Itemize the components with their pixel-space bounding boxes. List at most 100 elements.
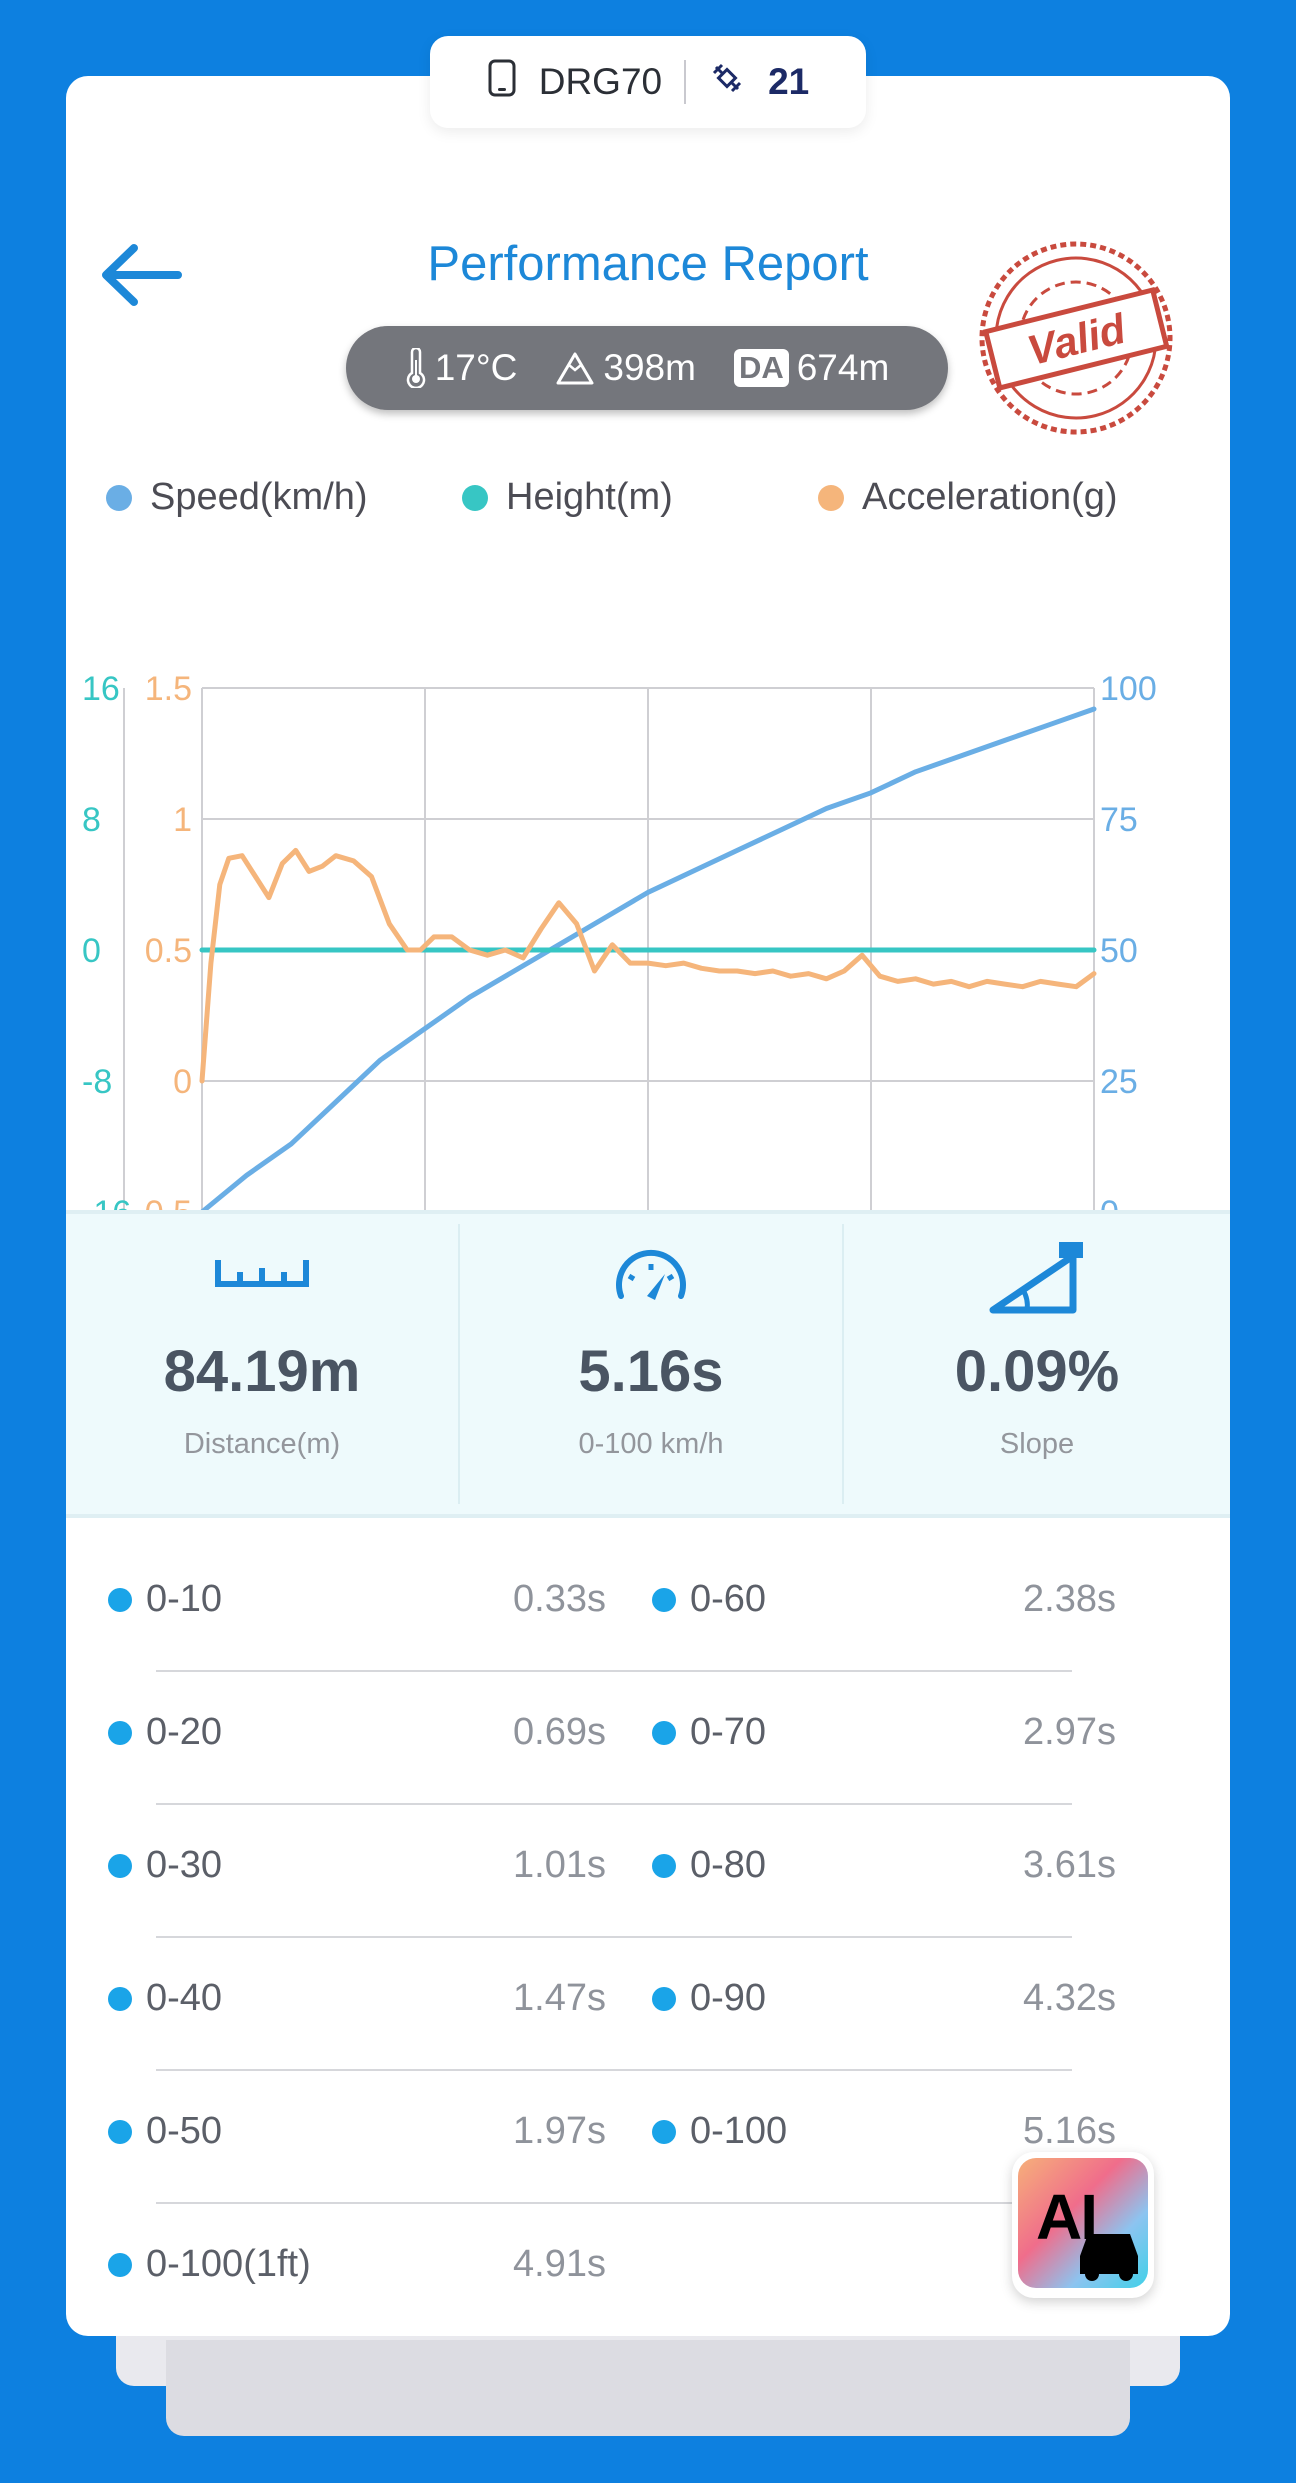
split-label: 0-60 <box>652 1578 766 1621</box>
satellite-icon <box>708 59 746 106</box>
bullet-dot <box>108 1720 132 1745</box>
legend-label: Acceleration(g) <box>862 476 1118 518</box>
split-time: 4.32s <box>1023 1977 1116 2019</box>
summary-stats: 84.19m Distance(m) 5.16s 0-100 km/h 0.09… <box>66 1210 1230 1518</box>
split-range: 0-20 <box>146 1711 223 1753</box>
height-tick-label: 0 <box>82 932 101 970</box>
altitude-item: 398m <box>555 347 696 389</box>
page-title: Performance Report <box>427 237 869 291</box>
split-row: 0-10 0.33s 0-60 2.38s <box>66 1546 1230 1678</box>
series-line-speed <box>199 706 1097 1215</box>
divider <box>458 1224 460 1504</box>
legend-dot <box>818 484 844 511</box>
split-time: 1.47s <box>513 1977 606 2019</box>
legend-acceleration: Acceleration(g) <box>818 476 1118 519</box>
split-time: 0.33s <box>513 1578 606 1620</box>
bullet-dot <box>108 2119 132 2144</box>
series-line-acceleration <box>199 847 1097 1084</box>
bullet-dot <box>652 2119 676 2144</box>
device-name: DRG70 <box>538 61 663 102</box>
report-card: Performance Report 17°C 398m DA 674m Val… <box>66 76 1230 2336</box>
ai-icon: AI <box>1018 2158 1148 2288</box>
split-range: 0-40 <box>146 1977 223 2019</box>
mountain-icon <box>556 352 594 385</box>
stat-value: 0.09% <box>954 1339 1120 1404</box>
bullet-dot <box>108 2252 132 2277</box>
split-label: 0-20 <box>108 1711 222 1754</box>
height-tick-label: -8 <box>82 1063 112 1101</box>
split-time: 1.01s <box>513 1844 606 1886</box>
legend-label: Speed(km/h) <box>150 476 368 518</box>
bullet-dot <box>652 1587 676 1612</box>
row-divider <box>156 1803 1072 1805</box>
legend-dot <box>106 484 132 511</box>
split-label: 0-40 <box>108 1977 222 2020</box>
stat-label: Distance(m) <box>183 1428 341 1460</box>
divider <box>684 60 687 104</box>
split-range: 0-80 <box>690 1844 767 1886</box>
stat-slope: 0.09% Slope <box>844 1214 1230 1514</box>
split-label: 0-30 <box>108 1844 222 1887</box>
bullet-dot <box>108 1587 132 1612</box>
row-divider <box>156 2202 1072 2204</box>
speed-tick-label: 50 <box>1100 932 1138 970</box>
split-label: 0-100 <box>652 2110 787 2153</box>
split-row: 0-40 1.47s 0-90 4.32s <box>66 1945 1230 2077</box>
ai-assistant-button[interactable]: AI <box>1012 2152 1154 2298</box>
split-range: 0-90 <box>690 1977 767 2019</box>
da-badge: DA <box>733 349 789 387</box>
split-range: 0-60 <box>690 1578 767 1620</box>
stat-acceleration-time: 5.16s 0-100 km/h <box>460 1214 842 1514</box>
bullet-dot <box>652 1853 676 1878</box>
legend-speed: Speed(km/h) <box>106 476 368 519</box>
split-time: 2.38s <box>1023 1578 1116 1620</box>
satellite-count: 21 <box>768 61 810 102</box>
temperature-item: 17°C <box>405 347 518 389</box>
row-divider <box>156 1936 1072 1938</box>
speedometer-icon <box>616 1249 686 1300</box>
split-range: 0-100 <box>690 2110 788 2152</box>
split-label: 0-90 <box>652 1977 766 2020</box>
bullet-dot <box>652 1720 676 1745</box>
split-time: 4.91s <box>513 2243 606 2285</box>
split-range: 0-50 <box>146 2110 223 2152</box>
bullet-dot <box>108 1853 132 1878</box>
split-label: 0-50 <box>108 2110 222 2153</box>
split-time: 2.97s <box>1023 1711 1116 1753</box>
split-label: 0-80 <box>652 1844 766 1887</box>
split-row: 0-20 0.69s 0-70 2.97s <box>66 1679 1230 1811</box>
stat-label: 0-100 km/h <box>578 1428 724 1460</box>
chart-legend: Speed(km/h) Height(m) Acceleration(g) <box>66 476 1230 536</box>
bullet-dot <box>108 1986 132 2011</box>
ruler-icon <box>215 1260 309 1287</box>
split-label: 0-10 <box>108 1578 222 1621</box>
card-shadow-layer <box>166 2340 1130 2436</box>
height-tick-label: 16 <box>82 670 120 708</box>
speed-tick-label: 100 <box>1100 670 1157 708</box>
acceleration-tick-label: 1.5 <box>145 670 192 708</box>
legend-label: Height(m) <box>506 476 673 518</box>
density-altitude-value: 674m <box>796 347 890 388</box>
car-icon <box>1080 2234 1138 2281</box>
split-row: 0-100(1ft) 4.91s <box>66 2211 1230 2336</box>
height-tick-label: 8 <box>82 801 101 839</box>
back-button[interactable] <box>98 240 184 310</box>
density-altitude-item: DA 674m <box>733 347 890 389</box>
bullet-dot <box>652 1986 676 2011</box>
speed-tick-label: 75 <box>1100 801 1138 839</box>
device-pill[interactable]: DRG70 21 <box>430 36 866 128</box>
divider <box>842 1224 844 1504</box>
thermometer-icon <box>406 348 425 388</box>
temperature-value: 17°C <box>434 347 518 388</box>
environment-pill: 17°C 398m DA 674m <box>346 326 948 410</box>
stat-value: 84.19m <box>163 1339 361 1404</box>
altitude-value: 398m <box>603 347 696 388</box>
split-range: 0-10 <box>146 1578 223 1620</box>
split-range: 0-30 <box>146 1844 223 1886</box>
arrow-left-icon <box>102 244 182 306</box>
row-divider <box>156 2069 1072 2071</box>
phone-icon <box>487 59 517 106</box>
split-label: 0-100(1ft) <box>108 2243 311 2286</box>
row-divider <box>156 1670 1072 1672</box>
